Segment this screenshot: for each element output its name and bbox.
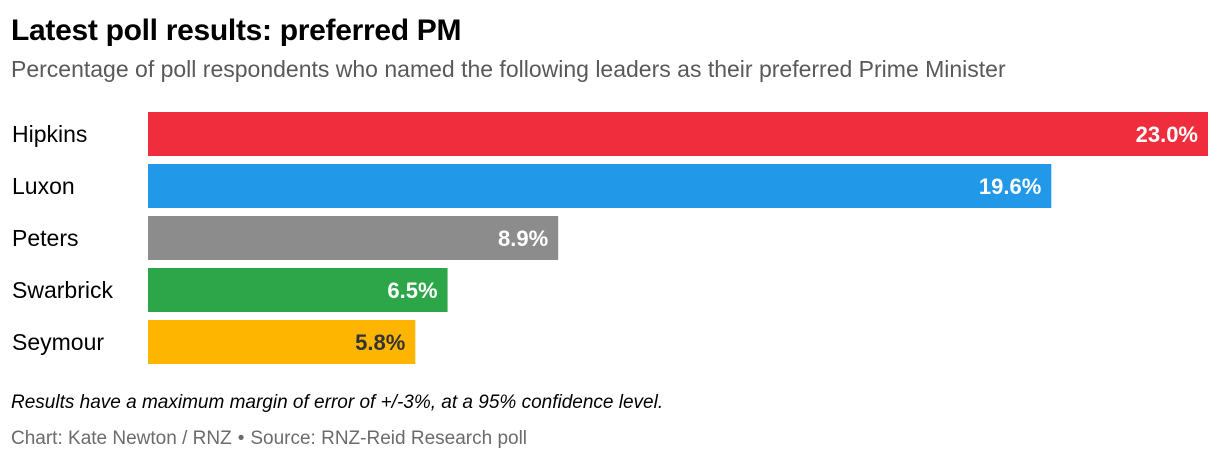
chart-subtitle: Percentage of poll respondents who named… <box>11 56 1006 82</box>
bar-hipkins <box>148 112 1208 156</box>
category-label-hipkins: Hipkins <box>12 121 87 147</box>
category-label-seymour: Seymour <box>12 329 104 355</box>
category-label-luxon: Luxon <box>12 173 75 199</box>
bar-luxon <box>148 164 1052 208</box>
category-label-swarbrick: Swarbrick <box>12 277 113 303</box>
value-label-luxon: 19.6% <box>979 174 1041 199</box>
bar-chart: Hipkins 23.0% Luxon 19.6% Peters 8.9% Swarbric… <box>12 112 1208 364</box>
bar-peters <box>148 216 559 260</box>
bar-seymour <box>148 320 416 364</box>
chart-title: Latest poll results: preferred PM <box>11 14 462 47</box>
bar-swarbrick <box>148 268 448 312</box>
chart-source: Source: RNZ-Reid Research poll <box>250 428 528 449</box>
chart-credits: Chart: Kate Newton / RNZ • Source: RNZ-Rei… <box>11 428 527 450</box>
value-label-peters: 8.9% <box>498 226 548 251</box>
value-label-hipkins: 23.0% <box>1136 122 1198 147</box>
category-label-peters: Peters <box>12 225 78 251</box>
value-label-swarbrick: 6.5% <box>387 278 437 303</box>
value-label-seymour: 5.8% <box>355 330 405 355</box>
chart-author: Chart: Kate Newton / RNZ <box>11 428 232 449</box>
margin-of-error-note: Results have a maximum margin of error o… <box>11 392 664 413</box>
credits-separator: • <box>237 428 245 449</box>
